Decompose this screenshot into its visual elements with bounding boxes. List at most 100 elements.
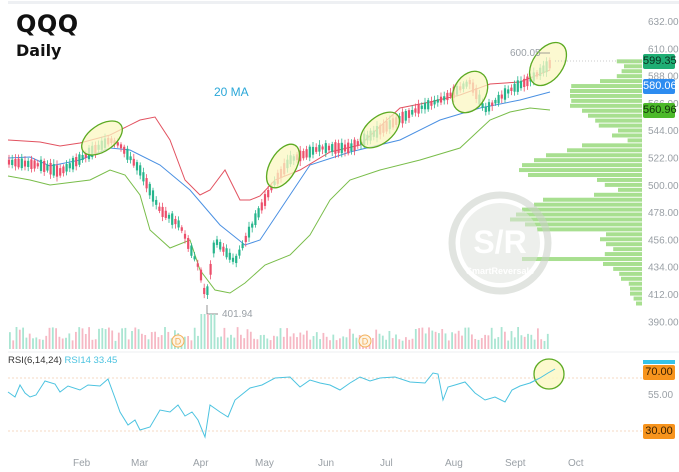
candlestick: [513, 83, 516, 92]
volume-bar: [38, 339, 41, 349]
volume-bar: [240, 334, 242, 349]
volume-bar: [256, 339, 259, 349]
volume-bar: [117, 332, 120, 349]
rsi-highlight-circle: [533, 358, 565, 390]
volume-profile-bar: [570, 103, 642, 108]
volume-bar: [533, 339, 536, 349]
rsi-line: [7, 368, 556, 439]
month-axis-label: Aug: [445, 458, 463, 469]
volume-bar: [32, 338, 34, 349]
volume-bar: [18, 329, 21, 349]
candlestick: [327, 145, 331, 151]
candlestick: [151, 190, 155, 202]
volume-bar: [12, 340, 15, 349]
volume-bar: [167, 331, 170, 349]
volume-bar: [543, 340, 546, 349]
volume-bar: [273, 335, 275, 349]
volume-bar: [207, 314, 209, 349]
candlestick: [439, 96, 443, 103]
highlight-ellipse: [265, 143, 301, 189]
volume-bar: [527, 333, 529, 349]
candlestick: [75, 157, 78, 167]
volume-bar: [471, 334, 473, 349]
volume-bar: [249, 331, 252, 349]
volume-bar: [504, 331, 506, 349]
volume-bar: [424, 333, 427, 349]
dividend-marker[interactable]: D: [171, 334, 185, 348]
volume-bar: [157, 337, 160, 349]
candlestick: [145, 178, 148, 189]
candlestick: [260, 202, 263, 211]
candlestick: [491, 102, 494, 106]
candlestick: [164, 210, 167, 218]
volume-bar: [15, 327, 18, 349]
volume-bar: [137, 329, 140, 349]
price-axis-tick: 500.00: [648, 181, 679, 192]
volume-bar: [150, 332, 153, 349]
volume-bar: [269, 340, 272, 349]
candlestick: [123, 146, 126, 154]
candlestick: [167, 214, 171, 219]
candlestick: [427, 100, 430, 110]
volume-bar: [114, 340, 117, 349]
dividend-marker[interactable]: D: [358, 334, 372, 348]
candlestick: [247, 226, 251, 238]
candlestick: [174, 218, 177, 225]
candlestick: [78, 154, 81, 165]
candlestick: [241, 243, 244, 249]
volume-bar: [421, 327, 424, 349]
volume-bar: [266, 338, 269, 349]
candlestick: [116, 142, 119, 146]
volume-bar: [348, 328, 351, 349]
candlestick: [222, 246, 225, 252]
candlestick: [353, 139, 356, 151]
volume-bar: [121, 328, 123, 349]
volume-bar: [35, 337, 38, 349]
volume-bar: [395, 334, 397, 349]
volume-bar: [464, 327, 467, 349]
volume-profile-bar: [510, 217, 642, 222]
rsi-legend: RSI(6,14,24) RSI14 33.45: [8, 355, 117, 366]
volume-bar: [190, 340, 193, 349]
candlestick: [212, 242, 215, 254]
candlestick: [27, 160, 30, 167]
volume-profile-bar: [582, 108, 642, 113]
candlestick: [500, 94, 503, 99]
candlestick: [433, 99, 436, 105]
volume-bar: [282, 336, 285, 349]
highlight-ellipse: [81, 120, 123, 156]
volume-bar: [322, 332, 325, 349]
volume-profile-bar: [570, 93, 642, 98]
candlestick: [318, 144, 321, 152]
volume-bar: [546, 333, 549, 349]
high-price-label: 600.05: [510, 48, 541, 59]
candlestick: [132, 158, 135, 166]
volume-bar: [226, 337, 229, 349]
month-axis-label: Oct: [568, 458, 584, 469]
volume-bar: [276, 336, 279, 349]
volume-bar: [25, 337, 28, 349]
candlestick: [30, 159, 33, 169]
volume-bar: [352, 333, 354, 349]
volume-bar: [210, 314, 213, 349]
candlestick: [401, 111, 404, 124]
candlestick: [148, 183, 151, 196]
candlestick: [254, 213, 257, 226]
candlestick: [129, 156, 132, 161]
volume-bar: [236, 327, 239, 349]
candlestick: [59, 168, 62, 176]
candlestick: [190, 245, 193, 256]
candlestick: [180, 227, 183, 231]
volume-bar: [124, 327, 127, 349]
volume-bar: [484, 334, 486, 349]
candlestick: [404, 111, 407, 121]
volume-profile-bar: [570, 88, 642, 93]
ticker-title: QQQ: [16, 10, 79, 38]
volume-bar: [315, 332, 318, 349]
candlestick: [171, 213, 174, 225]
volume-profile-bar: [600, 237, 642, 242]
month-axis-label: Apr: [193, 458, 209, 469]
volume-bar: [164, 327, 166, 349]
month-axis-label: Sept: [505, 458, 526, 469]
